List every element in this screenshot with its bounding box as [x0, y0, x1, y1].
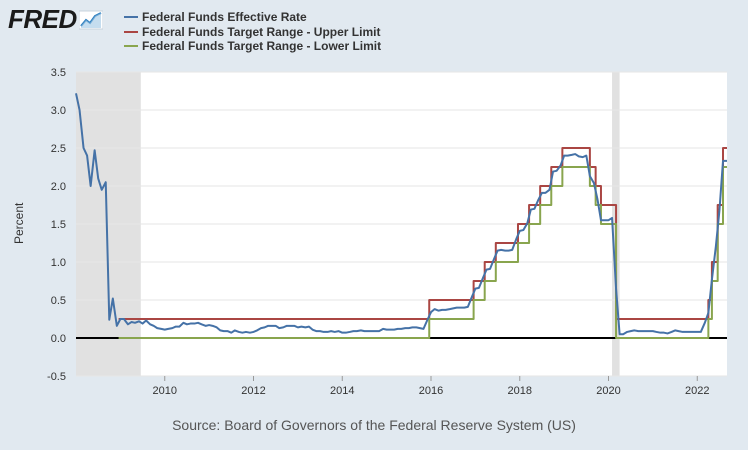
y-tick-label: 2.5 — [51, 143, 66, 155]
trend-line-icon — [78, 10, 103, 29]
x-tick-label: 2010 — [153, 385, 177, 397]
logo-text: FRED — [8, 4, 77, 34]
y-tick-label: 1.5 — [51, 219, 66, 231]
y-axis-ticks: -0.5 0.0 0.5 1.0 1.5 2.0 2.5 3.0 3.5 — [47, 67, 66, 383]
legend-swatch — [124, 30, 138, 33]
legend-item-upper-limit[interactable]: Federal Funds Target Range - Upper Limit — [124, 25, 381, 40]
x-tick-label: 2020 — [596, 385, 620, 397]
legend-swatch — [124, 45, 138, 48]
legend-swatch — [124, 16, 138, 19]
x-tick-label: 2014 — [330, 385, 354, 397]
chart-legend: Federal Funds Effective Rate Federal Fun… — [124, 10, 381, 54]
y-tick-label: 3.0 — [51, 105, 66, 117]
y-tick-label: 3.5 — [51, 67, 66, 79]
legend-item-effective-rate[interactable]: Federal Funds Effective Rate — [124, 10, 381, 25]
source-note: Source: Board of Governors of the Federa… — [172, 417, 576, 433]
series-line-0 — [75, 93, 727, 336]
legend-label: Federal Funds Effective Rate — [142, 10, 307, 24]
series-lines — [75, 93, 727, 339]
x-tick-label: 2018 — [508, 385, 532, 397]
y-tick-label: 0.5 — [51, 295, 66, 307]
x-axis-ticks: 2010 2012 2014 2016 2018 2020 2022 — [153, 376, 710, 397]
y-tick-label: -0.5 — [47, 371, 66, 383]
fred-logo[interactable]: FRED — [8, 4, 103, 35]
chart-canvas[interactable]: -0.50.00.51.01.52.02.53.03.5 2010 2012 201… — [0, 0, 748, 410]
x-tick-label: 2012 — [241, 385, 265, 397]
y-tick-label: 2.0 — [51, 181, 66, 193]
x-tick-label: 2022 — [685, 385, 709, 397]
legend-label: Federal Funds Target Range - Upper Limit — [142, 24, 381, 39]
y-tick-label: 1.0 — [51, 257, 66, 269]
legend-label: Federal Funds Target Range - Lower Limit — [142, 39, 382, 53]
x-tick-label: 2016 — [419, 385, 443, 397]
legend-item-lower-limit[interactable]: Federal Funds Target Range - Lower Limit — [124, 39, 381, 54]
y-tick-label: 0.0 — [51, 333, 66, 345]
series-line-2 — [118, 166, 727, 339]
